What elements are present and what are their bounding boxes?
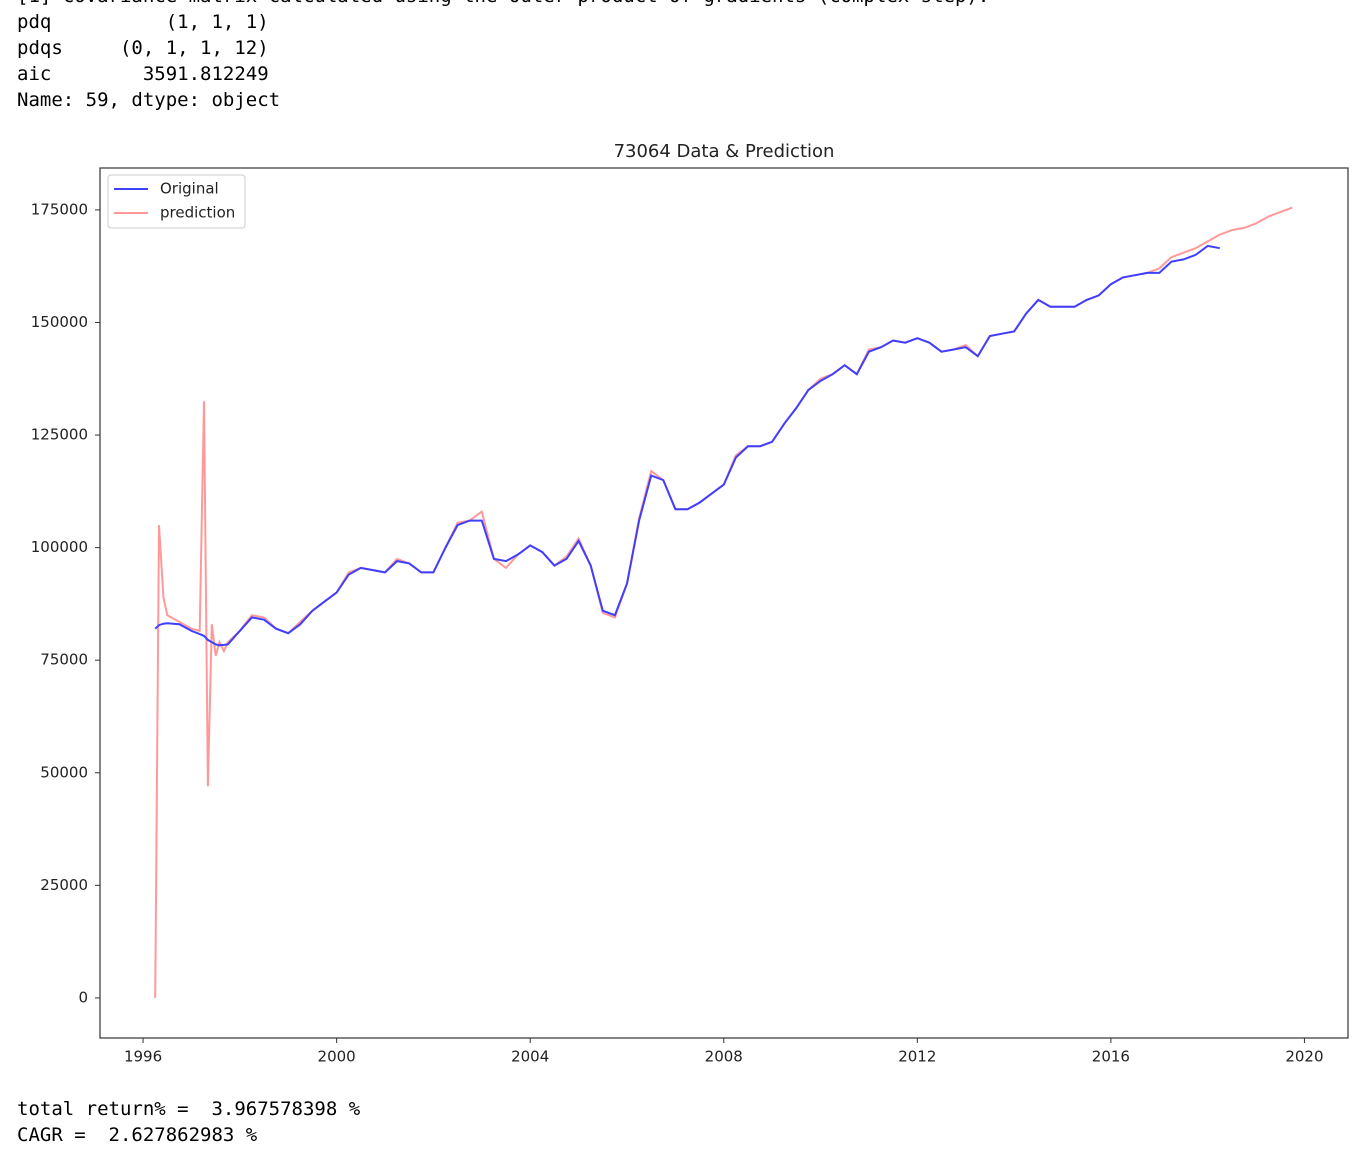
output-line: total return% = 3.967578398 % — [17, 1098, 361, 1120]
x-tick-label: 2004 — [511, 1048, 549, 1066]
cell-output: total return% = 3.967578398 % CAGR = 2.62… — [17, 1096, 360, 1148]
chart: 73064 Data & Prediction 0 25000 50000 75000… — [31, 141, 1349, 1066]
y-tick-label: 75000 — [40, 651, 88, 669]
y-tick-label: 0 — [78, 988, 88, 1006]
x-tick-label: 1996 — [124, 1048, 162, 1066]
output-line: pdq (1, 1, 1) — [17, 11, 269, 33]
y-tick-label: 175000 — [31, 200, 88, 218]
line-series — [154, 206, 1293, 998]
chart-title: 73064 Data & Prediction — [614, 141, 835, 162]
y-tick-label: 25000 — [40, 876, 88, 894]
x-tick-label: 2020 — [1285, 1048, 1323, 1066]
plot-frame — [99, 167, 1349, 1039]
y-tick-label: 100000 — [31, 538, 88, 556]
output-line: CAGR = 2.627862983 % — [17, 1124, 258, 1146]
output-line: [1] Covariance matrix calculated using t… — [17, 0, 989, 9]
cell-output: [1] Covariance matrix calculated using t… — [17, 0, 989, 113]
legend-label: Original — [160, 180, 219, 198]
x-tick-label: 2008 — [705, 1048, 743, 1066]
output-line: aic 3591.812249 — [17, 63, 269, 85]
output-line: Name: 59, dtype: object — [17, 89, 281, 111]
x-tick-label: 2016 — [1092, 1048, 1130, 1066]
y-tick-label: 125000 — [31, 426, 88, 444]
output-line: pdqs (0, 1, 1, 12) — [17, 37, 269, 59]
y-tick-label: 50000 — [40, 763, 88, 781]
line-series — [154, 244, 1220, 647]
legend-label: prediction — [160, 204, 235, 222]
y-tick-label: 150000 — [31, 313, 88, 331]
x-tick-label: 2000 — [318, 1048, 356, 1066]
x-tick-label: 2012 — [898, 1048, 936, 1066]
